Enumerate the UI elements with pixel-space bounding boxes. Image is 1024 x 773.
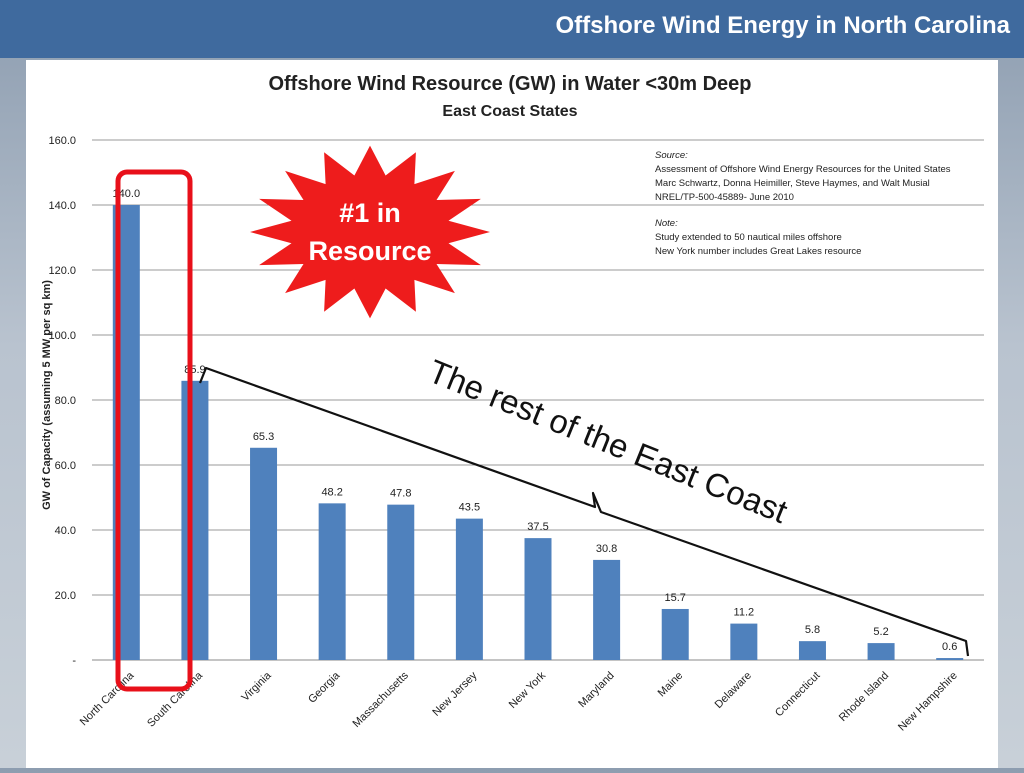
x-tick-label: North Carolina	[78, 669, 137, 728]
y-tick-label: -	[72, 655, 76, 667]
data-label: 5.8	[805, 624, 820, 636]
bar-georgia	[318, 503, 346, 660]
data-label: 11.2	[734, 607, 755, 619]
burst-text-line-1: #1 in	[339, 198, 401, 228]
bar-virginia	[250, 447, 278, 660]
chart-panel: Offshore Wind Resource (GW) in Water <30…	[26, 60, 998, 768]
x-tick-label: Maine	[656, 670, 686, 700]
y-tick-label: 20.0	[55, 590, 76, 602]
bar-maryland	[593, 559, 621, 660]
gridlines	[92, 139, 984, 596]
bar-rhode-island	[867, 643, 895, 660]
data-label: 65.3	[253, 431, 274, 443]
bar-chart: Offshore Wind Resource (GW) in Water <30…	[41, 73, 984, 733]
x-tick-label: Delaware	[713, 670, 754, 711]
slide-title: Offshore Wind Energy in North Carolina	[555, 12, 1010, 39]
x-tick-label: Connecticut	[773, 670, 823, 720]
bar-new-york	[524, 538, 552, 660]
x-tick-label: New Jersey	[430, 669, 479, 718]
y-tick-label: 140.0	[48, 200, 76, 212]
data-label: 48.2	[321, 486, 342, 498]
data-label: 15.7	[665, 592, 686, 604]
x-axis-labels: North Carolina South Carolina Virginia Geor…	[78, 669, 960, 733]
source-line-3: NREL/TP-500-45889- June 2010	[655, 192, 794, 203]
starburst-badge	[250, 145, 490, 319]
x-tick-label: South Carolina	[145, 669, 206, 730]
bar-new-jersey	[455, 518, 483, 660]
data-label: 43.5	[459, 502, 480, 514]
y-tick-label: 60.0	[55, 460, 76, 472]
slide-header: Offshore Wind Energy in North Carolina	[0, 0, 1024, 58]
source-label: Source:	[655, 150, 688, 161]
bar-maine	[661, 608, 689, 660]
value-labels: 140.085.965.348.2 47.843.537.530.815.711.…	[113, 188, 958, 653]
note-line-2: New York number includes Great Lakes res…	[655, 246, 861, 257]
source-line-2: Marc Schwartz, Donna Heimiller, Steve Ha…	[655, 178, 930, 189]
bar-delaware	[730, 623, 758, 660]
y-tick-label: 100.0	[48, 330, 76, 342]
bar-massachusetts	[387, 504, 415, 660]
bar-connecticut	[798, 641, 826, 660]
y-axis-label: GW of Capacity (assuming 5 MW per sq km)	[41, 280, 53, 510]
x-tick-label: New Hampshire	[896, 670, 960, 734]
bar-south-carolina	[181, 380, 209, 660]
x-tick-label: Georgia	[306, 669, 343, 706]
rest-brace	[198, 366, 970, 657]
source-note: Source: Assessment of Offshore Wind Ener…	[655, 150, 951, 257]
data-label: 0.6	[942, 641, 957, 653]
x-tick-label: Rhode Island	[837, 670, 891, 724]
chart-subtitle: East Coast States	[442, 103, 577, 120]
y-tick-label: 80.0	[55, 395, 76, 407]
burst-text-line-2: Resource	[308, 236, 431, 266]
highlight-box	[115, 169, 193, 692]
x-tick-label: Virginia	[239, 669, 274, 704]
bar-new-hampshire	[936, 658, 964, 660]
x-tick-label: Maryland	[576, 670, 616, 710]
y-axis-ticks: - 20.0 40.0 60.0 80.0 100.0 120.0 140.0 160.0	[48, 135, 76, 667]
data-label: 37.5	[527, 521, 548, 533]
note-label: Note:	[655, 218, 678, 229]
note-line-1: Study extended to 50 nautical miles offs…	[655, 232, 842, 243]
y-tick-label: 120.0	[48, 265, 76, 277]
x-tick-label: New York	[507, 669, 549, 711]
source-line-1: Assessment of Offshore Wind Energy Resou…	[655, 164, 951, 175]
data-label: 47.8	[390, 488, 411, 500]
chart-title: Offshore Wind Resource (GW) in Water <30…	[268, 73, 751, 95]
data-label: 30.8	[596, 543, 617, 555]
y-tick-label: 160.0	[48, 135, 76, 147]
data-label: 5.2	[873, 626, 888, 638]
y-tick-label: 40.0	[55, 525, 76, 537]
x-tick-label: Massachusetts	[351, 669, 412, 730]
